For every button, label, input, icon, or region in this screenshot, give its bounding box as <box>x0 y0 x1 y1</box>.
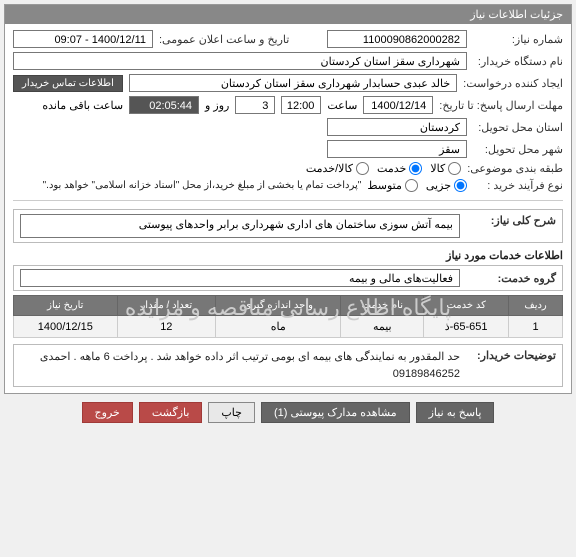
th-name: نام خدمت <box>341 296 424 316</box>
buyer-notes-text: حد المقدور به نمایندگی های بیمه ای بومی … <box>20 349 460 382</box>
radio-khadamat[interactable]: خدمت <box>377 162 422 175</box>
subject-radio-group: کالا خدمت کالا/خدمت <box>306 162 461 175</box>
table-row: 1 65-651-ذ بیمه ماه 12 1400/12/15 <box>14 316 563 338</box>
divider-1 <box>13 200 563 201</box>
radio-kalakhadamat-input[interactable] <box>356 162 369 175</box>
panel-title: جزئیات اطلاعات نیاز <box>5 5 571 24</box>
need-no-label: شماره نیاز: <box>473 33 563 46</box>
process-radio-group: جزیی متوسط <box>367 179 467 192</box>
radio-motevaset[interactable]: متوسط <box>367 179 418 192</box>
radio-kalakhadamat[interactable]: کالا/خدمت <box>306 162 369 175</box>
row-deadline: مهلت ارسال پاسخ: تا تاریخ: 1400/12/14 سا… <box>13 96 563 114</box>
buyer-notes-label: توضیحات خریدار: <box>466 349 556 362</box>
row-city: شهر محل تحویل: سقز <box>13 140 563 158</box>
th-date: تاریخ نیاز <box>14 296 118 316</box>
deadline-time-field: 12:00 <box>281 96 321 114</box>
contact-badge[interactable]: اطلاعات تماس خریدار <box>13 75 123 92</box>
buyer-notes-row: توضیحات خریدار: حد المقدور به نمایندگی ه… <box>13 344 563 387</box>
row-province: استان محل تحویل: کردستان <box>13 118 563 136</box>
row-group: گروه خدمت: فعالیت‌های مالی و بیمه <box>13 265 563 291</box>
deadline-label: مهلت ارسال پاسخ: تا تاریخ: <box>439 99 563 112</box>
back-button[interactable]: بازگشت <box>139 402 203 423</box>
table-header-row: ردیف کد خدمت نام خدمت واحد اندازه گیری ت… <box>14 296 563 316</box>
radio-kala-label: کالا <box>430 162 445 175</box>
radio-motevaset-input[interactable] <box>405 179 418 192</box>
services-table: ردیف کد خدمت نام خدمت واحد اندازه گیری ت… <box>13 295 563 338</box>
table-wrap: ردیف کد خدمت نام خدمت واحد اندازه گیری ت… <box>13 295 563 338</box>
td-unit: ماه <box>216 316 341 338</box>
th-code: کد خدمت <box>424 296 509 316</box>
radio-kala-input[interactable] <box>448 162 461 175</box>
th-unit: واحد اندازه گیری <box>216 296 341 316</box>
deadline-date-field: 1400/12/14 <box>363 96 433 114</box>
section-services-title: اطلاعات خدمات مورد نیاز <box>13 249 563 262</box>
exit-button[interactable]: خروج <box>82 402 133 423</box>
td-name: بیمه <box>341 316 424 338</box>
buyer-org-field: شهرداری سقز استان کردستان <box>13 52 467 70</box>
radio-joze-label: جزیی <box>426 179 451 192</box>
time-label-1: ساعت <box>327 99 357 112</box>
radio-khadamat-input[interactable] <box>409 162 422 175</box>
general-desc-label: شرح کلی نیاز: <box>466 214 556 227</box>
buyer-org-label: نام دستگاه خریدار: <box>473 55 563 68</box>
respond-button[interactable]: پاسخ به نیاز <box>416 402 495 423</box>
radio-khadamat-label: خدمت <box>377 162 406 175</box>
requester-field: خالد عبدی حسابدار شهرداری سقز استان کردس… <box>129 74 457 92</box>
row-need-no: شماره نیاز: 1100090862000282 تاریخ و ساع… <box>13 30 563 48</box>
remain-label: ساعت باقی مانده <box>42 99 123 112</box>
province-field: کردستان <box>327 118 467 136</box>
process-label: نوع فرآیند خرید : <box>473 179 563 192</box>
payment-note: "پرداخت تمام یا بخشی از مبلغ خرید،از محل… <box>43 180 362 191</box>
subject-class-label: طبقه بندی موضوعی: <box>467 162 563 175</box>
days-label: روز و <box>205 99 229 112</box>
city-field: سقز <box>327 140 467 158</box>
days-field: 3 <box>235 96 275 114</box>
radio-kala[interactable]: کالا <box>430 162 461 175</box>
group-label: گروه خدمت: <box>466 272 556 285</box>
requester-label: ایجاد کننده درخواست: <box>463 77 563 90</box>
announce-label: تاریخ و ساعت اعلان عمومی: <box>159 33 289 46</box>
group-field: فعالیت‌های مالی و بیمه <box>20 269 460 287</box>
th-qty: تعداد / مقدار <box>117 296 215 316</box>
th-row: ردیف <box>509 296 563 316</box>
need-no-field: 1100090862000282 <box>327 30 467 48</box>
td-row: 1 <box>509 316 563 338</box>
radio-motevaset-label: متوسط <box>367 179 402 192</box>
button-bar: پاسخ به نیاز مشاهده مدارک پیوستی (1) چاپ… <box>4 402 572 423</box>
radio-joze-input[interactable] <box>454 179 467 192</box>
view-docs-button[interactable]: مشاهده مدارک پیوستی (1) <box>261 402 410 423</box>
row-requester: ایجاد کننده درخواست: خالد عبدی حسابدار ش… <box>13 74 563 92</box>
panel-body: شماره نیاز: 1100090862000282 تاریخ و ساع… <box>5 24 571 393</box>
general-desc-field: بیمه آتش سوزی ساختمان های اداری شهرداری … <box>20 214 460 238</box>
print-button[interactable]: چاپ <box>208 402 255 423</box>
need-details-panel: جزئیات اطلاعات نیاز شماره نیاز: 11000908… <box>4 4 572 394</box>
announce-field: 1400/12/11 - 09:07 <box>13 30 153 48</box>
radio-kalakhadamat-label: کالا/خدمت <box>306 162 353 175</box>
province-label: استان محل تحویل: <box>473 121 563 134</box>
city-label: شهر محل تحویل: <box>473 143 563 156</box>
row-process: نوع فرآیند خرید : جزیی متوسط "پرداخت تما… <box>13 179 563 192</box>
row-general-desc: شرح کلی نیاز: بیمه آتش سوزی ساختمان های … <box>13 209 563 243</box>
remain-time-field: 02:05:44 <box>129 96 199 114</box>
td-code: 65-651-ذ <box>424 316 509 338</box>
radio-joze[interactable]: جزیی <box>426 179 467 192</box>
td-date: 1400/12/15 <box>14 316 118 338</box>
row-subject-class: طبقه بندی موضوعی: کالا خدمت کالا/خدمت <box>13 162 563 175</box>
row-buyer-org: نام دستگاه خریدار: شهرداری سقز استان کرد… <box>13 52 563 70</box>
td-qty: 12 <box>117 316 215 338</box>
